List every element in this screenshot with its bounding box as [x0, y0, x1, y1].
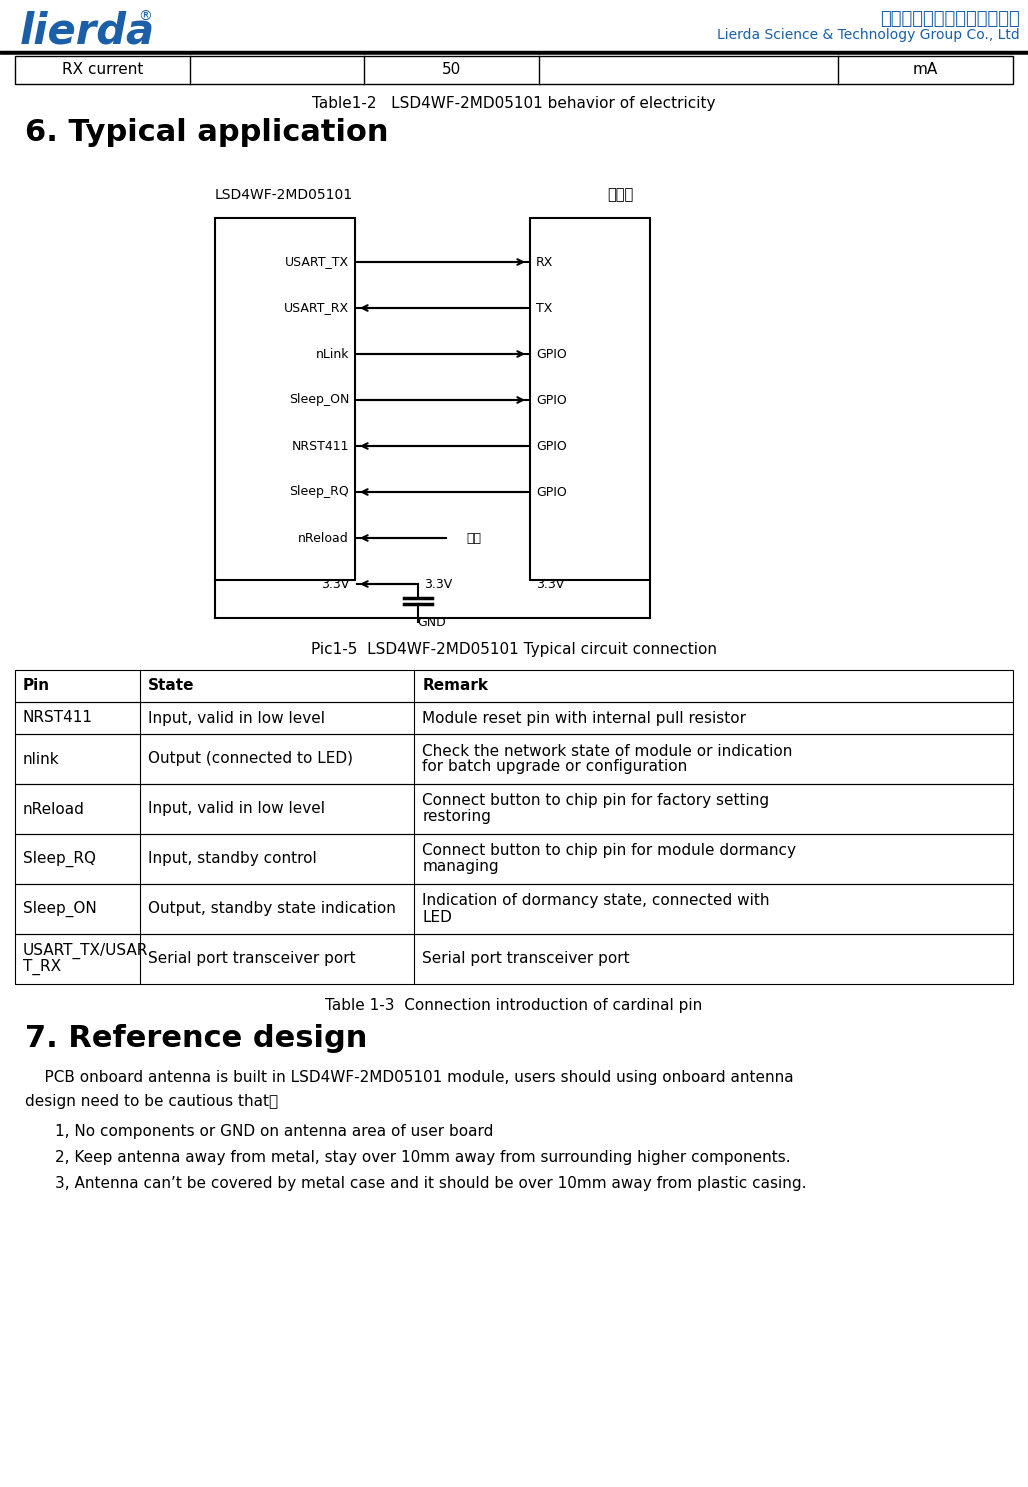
Text: GND: GND	[417, 616, 446, 629]
Text: Check the network state of module or indication: Check the network state of module or ind…	[423, 744, 793, 758]
Text: GPIO: GPIO	[536, 394, 566, 406]
Text: design need to be cautious that：: design need to be cautious that：	[25, 1094, 279, 1109]
Text: 利尔达科技集团股份有限公司: 利尔达科技集团股份有限公司	[880, 10, 1020, 28]
Text: TX: TX	[536, 302, 552, 314]
Text: nReload: nReload	[298, 531, 348, 544]
Text: 6. Typical application: 6. Typical application	[25, 117, 389, 147]
Text: Pin: Pin	[23, 678, 50, 693]
Text: USART_TX: USART_TX	[285, 256, 348, 269]
Text: GPIO: GPIO	[536, 440, 566, 452]
Text: Input, standby control: Input, standby control	[148, 852, 317, 867]
Text: managing: managing	[423, 859, 499, 874]
Text: 3.3V: 3.3V	[536, 577, 564, 590]
Text: NRST411: NRST411	[23, 711, 93, 726]
Text: Table 1-3  Connection introduction of cardinal pin: Table 1-3 Connection introduction of car…	[326, 998, 702, 1013]
Text: Output, standby state indication: Output, standby state indication	[148, 901, 396, 916]
Text: Output (connected to LED): Output (connected to LED)	[148, 751, 353, 766]
Text: Table1-2   LSD4WF-2MD05101 behavior of electricity: Table1-2 LSD4WF-2MD05101 behavior of ele…	[313, 97, 715, 112]
Text: 7. Reference design: 7. Reference design	[25, 1025, 367, 1053]
Bar	[15, 784, 1013, 834]
Bar	[15, 671, 1013, 702]
Text: 50: 50	[442, 62, 462, 77]
Text: NRST411: NRST411	[292, 440, 348, 452]
Bar	[15, 702, 1013, 735]
Text: Connect button to chip pin for module dormancy: Connect button to chip pin for module do…	[423, 843, 797, 858]
Text: ®: ®	[138, 10, 152, 24]
Text: RX: RX	[536, 256, 553, 269]
Text: GPIO: GPIO	[536, 485, 566, 498]
Text: Input, valid in low level: Input, valid in low level	[148, 711, 325, 726]
Text: Serial port transceiver port: Serial port transceiver port	[423, 952, 630, 967]
Text: State: State	[148, 678, 194, 693]
Bar	[15, 834, 1013, 883]
Text: nReload: nReload	[23, 801, 85, 816]
Text: Remark: Remark	[423, 678, 488, 693]
Text: nLink: nLink	[316, 348, 348, 360]
Text: GPIO: GPIO	[536, 348, 566, 360]
Bar	[15, 735, 1013, 784]
Text: LED: LED	[423, 910, 452, 925]
Bar	[15, 883, 1013, 934]
Text: T_RX: T_RX	[23, 959, 61, 975]
Text: LSD4WF-2MD05101: LSD4WF-2MD05101	[215, 187, 354, 202]
Text: Pic1-5  LSD4WF-2MD05101 Typical circuit connection: Pic1-5 LSD4WF-2MD05101 Typical circuit c…	[311, 642, 717, 657]
Text: restoring: restoring	[423, 809, 491, 824]
Text: lierda: lierda	[20, 10, 155, 52]
Text: Sleep_RQ: Sleep_RQ	[289, 485, 348, 498]
Text: 3.3V: 3.3V	[425, 577, 452, 590]
Text: Input, valid in low level: Input, valid in low level	[148, 801, 325, 816]
Bar	[215, 219, 355, 580]
Text: RX current: RX current	[62, 62, 143, 77]
Bar	[530, 219, 650, 580]
Text: mA: mA	[913, 62, 939, 77]
Text: Serial port transceiver port: Serial port transceiver port	[148, 952, 356, 967]
Bar	[15, 934, 1013, 984]
Text: 按键: 按键	[467, 531, 481, 544]
Text: Lierda Science & Technology Group Co., Ltd: Lierda Science & Technology Group Co., L…	[718, 28, 1020, 42]
Text: PCB onboard antenna is built in LSD4WF-2MD05101 module, users should using onboa: PCB onboard antenna is built in LSD4WF-2…	[25, 1071, 794, 1086]
Text: nlink: nlink	[23, 751, 60, 766]
Text: for batch upgrade or configuration: for batch upgrade or configuration	[423, 760, 688, 775]
Text: USART_TX/USAR: USART_TX/USAR	[23, 943, 148, 959]
Text: USART_RX: USART_RX	[284, 302, 348, 314]
Text: 3, Antenna can’t be covered by metal case and it should be over 10mm away from p: 3, Antenna can’t be covered by metal cas…	[56, 1176, 807, 1191]
Text: Sleep_RQ: Sleep_RQ	[23, 851, 96, 867]
Text: 3.3V: 3.3V	[321, 577, 348, 590]
Text: Connect button to chip pin for factory setting: Connect button to chip pin for factory s…	[423, 794, 769, 809]
Text: 2, Keep antenna away from metal, stay over 10mm away from surrounding higher com: 2, Keep antenna away from metal, stay ov…	[56, 1149, 791, 1164]
Text: Sleep_ON: Sleep_ON	[23, 901, 97, 917]
Bar	[15, 57, 1013, 83]
Text: 用户板: 用户板	[607, 187, 633, 202]
Text: Module reset pin with internal pull resistor: Module reset pin with internal pull resi…	[423, 711, 746, 726]
Text: Indication of dormancy state, connected with: Indication of dormancy state, connected …	[423, 894, 770, 909]
Text: Sleep_ON: Sleep_ON	[289, 394, 348, 406]
Text: 1, No components or GND on antenna area of user board: 1, No components or GND on antenna area …	[56, 1124, 493, 1139]
